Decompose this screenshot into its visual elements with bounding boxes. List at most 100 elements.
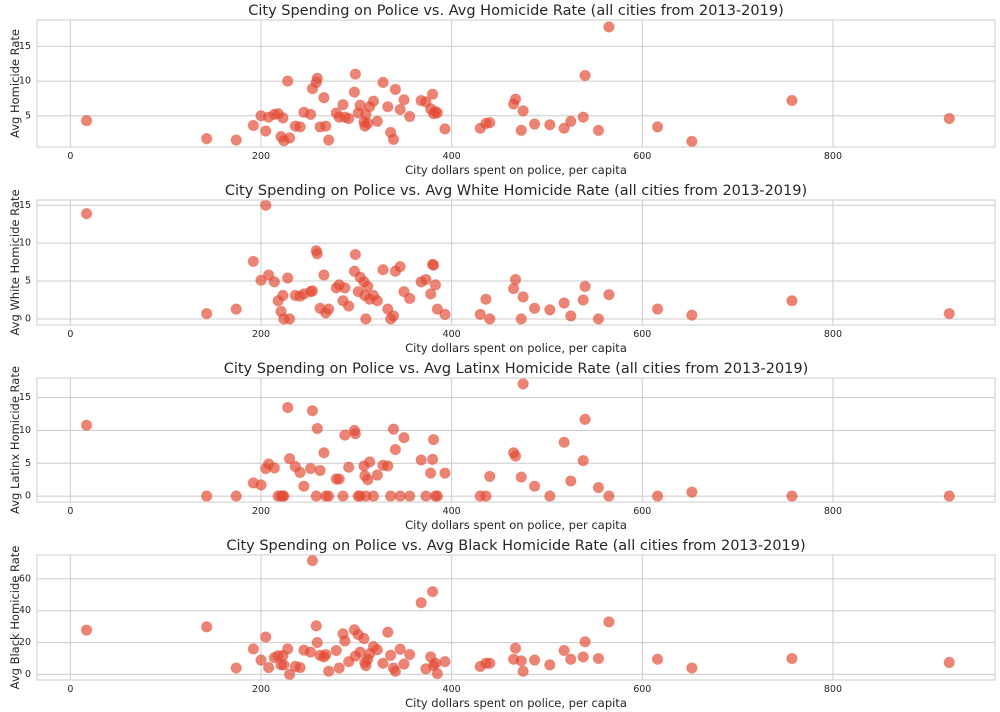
- scatter-point: [367, 490, 380, 502]
- scatter-point: [304, 646, 317, 658]
- x-tick-label: 200: [252, 151, 270, 162]
- x-tick-label: 800: [824, 684, 842, 695]
- scatter-point: [424, 467, 437, 479]
- tick-labels: 0 200 400 600 800 0 5 10 15: [19, 392, 842, 517]
- scatter-point: [603, 490, 615, 502]
- scatter-point: [80, 114, 93, 127]
- scatter-point: [403, 648, 416, 661]
- scatter-point: [384, 490, 397, 502]
- scatter-point: [377, 657, 389, 670]
- scatter-point: [389, 665, 402, 678]
- scatter-point: [361, 280, 374, 293]
- scatter-point: [943, 490, 956, 502]
- scatter-point: [314, 464, 326, 477]
- panel-title: City Spending on Police vs. Avg Black Ho…: [226, 538, 805, 554]
- scatter-point: [247, 255, 260, 268]
- x-tick-label: 600: [633, 329, 651, 340]
- scatter-point: [80, 624, 93, 636]
- data-points: [80, 199, 956, 325]
- scatter-point: [517, 378, 529, 390]
- scatter-point: [349, 248, 362, 261]
- y-tick-label: 15: [19, 41, 31, 52]
- scatter-point: [509, 450, 522, 462]
- scatter-point: [398, 658, 410, 670]
- scatter-point: [200, 132, 213, 145]
- scatter-point: [310, 620, 323, 632]
- scatter-point: [337, 98, 349, 111]
- scatter-point: [592, 481, 605, 494]
- y-tick-label: 20: [19, 637, 31, 648]
- scatter-point: [415, 596, 427, 609]
- scatter-point: [200, 621, 213, 633]
- scatter-point: [483, 116, 496, 129]
- plot-frame: [36, 377, 996, 503]
- scatter-point: [398, 94, 410, 106]
- x-tick-label: 0: [67, 151, 73, 162]
- scatter-point: [200, 490, 213, 502]
- y-tick-label: 10: [19, 238, 31, 249]
- x-tick-label: 400: [443, 151, 461, 162]
- scatter-point: [318, 269, 330, 281]
- x-tick-label: 400: [443, 329, 461, 340]
- scatter-point: [651, 490, 664, 502]
- x-tick-label: 0: [67, 329, 73, 340]
- scatter-point: [230, 303, 243, 315]
- scatter-point: [517, 105, 529, 117]
- scatter-point: [603, 616, 615, 628]
- x-tick-label: 400: [443, 506, 461, 517]
- x-tick-label: 0: [67, 684, 73, 695]
- scatter-point: [298, 480, 310, 493]
- x-tick-label: 800: [824, 151, 842, 162]
- scatter-point: [333, 662, 345, 674]
- scatter-point: [304, 462, 317, 475]
- gridlines: [37, 20, 995, 147]
- y-axis-label: Avg Latinx Homicide Rate: [8, 366, 22, 514]
- scatter-point: [311, 72, 324, 85]
- scatter-point: [394, 643, 406, 656]
- y-axis-label: Avg White Homicide Rate: [8, 189, 22, 335]
- scatter-point: [544, 304, 556, 316]
- scatter-point: [322, 665, 335, 678]
- scatter-point: [483, 313, 496, 325]
- scatter-point: [339, 282, 351, 294]
- scatter-point: [439, 308, 451, 321]
- scatter-point: [255, 274, 267, 287]
- scatter-point: [333, 473, 345, 485]
- scatter-point: [431, 107, 444, 119]
- scatter-point: [281, 75, 294, 87]
- scatter-point: [342, 461, 355, 474]
- scatter-point: [439, 123, 451, 135]
- scatter-point: [592, 313, 605, 325]
- scatter-point: [426, 88, 439, 101]
- scatter-point: [387, 133, 400, 146]
- scatter-point: [517, 665, 529, 678]
- scatter-point: [377, 76, 389, 89]
- scatter-point: [349, 427, 362, 440]
- y-tick-label: 0: [25, 491, 31, 502]
- scatter-point: [381, 626, 394, 639]
- white-homicide-rate-panel: City Spending on Police vs. Avg White Ho…: [8, 183, 996, 355]
- scatter-point: [509, 273, 522, 286]
- y-tick-label: 10: [19, 425, 31, 436]
- scatter-point: [515, 124, 528, 137]
- scatter-point: [339, 429, 351, 441]
- x-axis-label: City dollars spent on police, per capita: [405, 163, 627, 177]
- scatter-point: [579, 413, 591, 426]
- scatter-point: [230, 662, 243, 674]
- scatter-point: [420, 490, 432, 502]
- scatter-point: [603, 288, 615, 301]
- tick-labels: 0 200 400 600 800 0 20 40 60: [19, 573, 842, 695]
- y-tick-label: 0: [25, 669, 31, 680]
- scatter-point: [283, 452, 296, 465]
- scatter-point: [528, 654, 541, 666]
- scatter-point: [474, 308, 487, 321]
- scatter-point: [360, 313, 372, 325]
- scatter-point: [429, 657, 442, 670]
- scatter-point: [480, 293, 492, 306]
- scatter-point: [415, 454, 427, 466]
- x-tick-label: 800: [824, 329, 842, 340]
- y-tick-label: 5: [25, 458, 31, 469]
- scatter-point: [439, 655, 451, 668]
- scatter-point: [377, 263, 389, 276]
- scatter-point: [278, 659, 290, 671]
